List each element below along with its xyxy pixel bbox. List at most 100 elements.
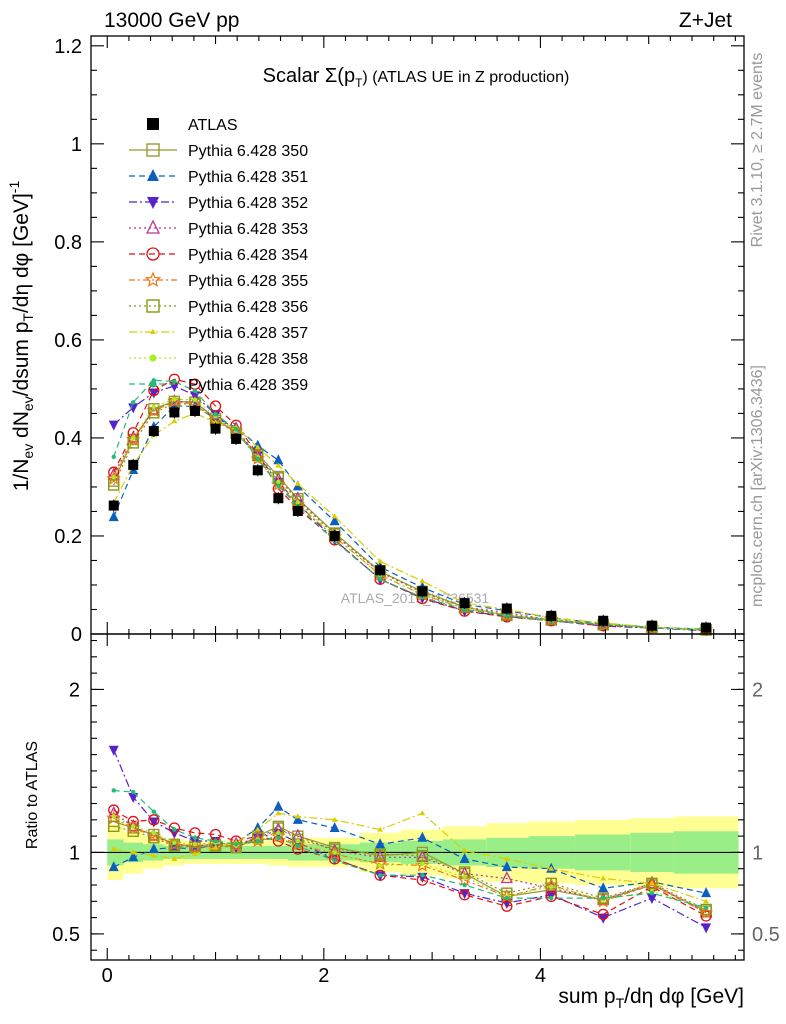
series-1-ratio-point-1: [128, 851, 139, 862]
y-tick-label-3: 0.6: [54, 330, 82, 352]
legend-entry-0: ATLAS: [147, 117, 238, 134]
ratio-y-tick-label-0: 0.5: [52, 924, 80, 946]
series-9-ratio-point-14: [504, 895, 510, 901]
series-7-ratio-point-9: [294, 813, 301, 819]
series-9-ratio-point-10: [332, 858, 337, 863]
axis-ticks: 0 2 4 0 0.2 0.4 0.6 0.8 1 1.2 0.5 0.5 1 1 2 2: [52, 36, 780, 987]
ratio-ylabel: Ratio to ATLAS: [24, 741, 41, 849]
series-9-ratio-point-2: [151, 809, 157, 814]
series-9-ratio-point-9: [295, 843, 301, 849]
series-9-main-point-1: [131, 400, 136, 405]
series-9-ratio-point-4: [192, 835, 198, 840]
series-8-ratio-point-2: [151, 830, 157, 836]
series-1-ratio-point-18: [701, 887, 712, 898]
series-8-main-point-9: [295, 500, 301, 505]
series-9-main-point-13: [462, 607, 467, 612]
legend-entry-2: Pythia 6.428 351: [129, 169, 308, 186]
series-9-main-point-7: [255, 456, 260, 462]
data-point-1: [128, 459, 139, 470]
series-7-ratio-point-11: [377, 826, 384, 832]
legend-marker-8: [150, 329, 156, 334]
ratio-y-tick-label-right-1: 1: [752, 842, 763, 864]
series-8-main-point-1: [131, 435, 136, 441]
y-tick-label-6: 1.2: [54, 36, 82, 58]
series-1-ratio-point-9: [292, 813, 303, 824]
legend-label-3: Pythia 6.428 352: [188, 195, 308, 212]
series-3-ratio-point-14: [500, 871, 513, 884]
series-9-ratio-point-6: [233, 842, 239, 847]
series-2-ratio-point-0: [108, 745, 119, 756]
series-8-ratio-point-15: [549, 884, 554, 889]
series-2-ratio-point-16: [598, 913, 609, 924]
legend-marker-9: [149, 354, 157, 362]
series-7-ratio-point-3: [171, 855, 178, 861]
title-sub: T: [355, 76, 363, 90]
series-1-ratio-point-10: [329, 821, 340, 832]
svg-text:sum pT/dη dφ [GeV]: sum pT/dη dφ [GeV]: [558, 985, 744, 1011]
series-8-ratio-point-1: [131, 824, 136, 829]
data-point-5: [210, 423, 221, 434]
series-8-ratio-point-3: [172, 840, 177, 845]
ratio-y-tick-label-right-0: 0.5: [752, 924, 780, 946]
ratio-y-tick-label-right-2: 2: [752, 679, 763, 701]
series-7-ratio-point-8: [275, 810, 282, 816]
legend-entry-8: Pythia 6.428 357: [129, 325, 308, 342]
series-7-main-point-12: [419, 578, 426, 584]
series-7-main-point-5: [212, 419, 219, 425]
series-7-ratio-point-15: [548, 865, 555, 871]
series-1-ratio-point-11: [375, 838, 386, 849]
series-8-ratio-point-10: [332, 850, 337, 855]
series-1-ratio-point-0: [108, 861, 119, 872]
series-6-ratio-point-12: [416, 849, 429, 862]
data-point-4: [189, 405, 200, 416]
legend-marker-7: [146, 299, 160, 313]
main-ylabel: 1/Nev dNev/dsum pT/dη dφ [GeV]-1: [6, 181, 36, 492]
series-9-ratio-point-17: [649, 890, 655, 896]
series-3-ratio-point-3: [168, 836, 181, 849]
chart-title: Scalar Σ(pT) (ATLAS UE in Z production): [263, 65, 570, 90]
series-9-ratio-point-18: [703, 905, 709, 911]
series-2-ratio-point-17: [646, 894, 657, 905]
legend-label-0: ATLAS: [188, 117, 238, 134]
series-4-ratio-point-14: [501, 900, 513, 912]
series-5-ratio-point-12: [415, 857, 430, 872]
legend-marker-10: [149, 380, 157, 388]
series-9-ratio-point-0: [111, 788, 116, 793]
x-tick-label-0: 0: [102, 965, 113, 987]
series-2-ratio-point-15: [546, 890, 557, 901]
y-tick-label-4: 0.8: [54, 232, 82, 254]
series-9-main-point-6: [233, 426, 239, 432]
series-9-main-point-11: [377, 576, 383, 582]
data-point-3: [169, 407, 180, 418]
series-7-ratio-point-18: [703, 898, 710, 904]
series-7-ratio-point-2: [150, 852, 157, 858]
atlas-data-points: [108, 404, 712, 634]
series-1-main-point-10: [329, 515, 340, 526]
series-8-ratio-point-4: [192, 842, 198, 847]
series-1-ratio-point-8: [273, 800, 284, 811]
xlabel: sum pT/dη dφ [GeV]: [558, 985, 744, 1011]
series-9-ratio-point-3: [172, 827, 177, 832]
series-9-ratio-point-5: [213, 838, 218, 844]
series-8-ratio-point-9: [295, 838, 301, 844]
y-tick-label-2: 0.4: [54, 428, 82, 450]
legend-label-9: Pythia 6.428 358: [188, 351, 308, 368]
series-1-ratio-point-12: [417, 831, 428, 842]
data-point-15: [546, 610, 557, 621]
legend-marker-6: [144, 271, 162, 287]
series-2-main-point-0: [108, 420, 119, 431]
legend-entry-3: Pythia 6.428 352: [129, 195, 308, 212]
legend-entry-5: Pythia 6.428 354: [129, 247, 308, 264]
series-2-ratio-point-13: [459, 889, 470, 900]
series-8-ratio-point-13: [462, 874, 467, 880]
series-7-ratio-point-1: [130, 849, 137, 855]
data-point-17: [646, 620, 657, 631]
series-1-main-point-8: [273, 454, 284, 465]
series-1-ratio-point-14: [501, 861, 512, 872]
y-tick-label-0: 0: [71, 624, 82, 646]
legend-label-8: Pythia 6.428 357: [188, 325, 308, 342]
series-6-ratio-point-18: [700, 903, 712, 916]
legend-marker-1: [146, 143, 160, 157]
series-9-ratio-point-8: [276, 835, 281, 840]
